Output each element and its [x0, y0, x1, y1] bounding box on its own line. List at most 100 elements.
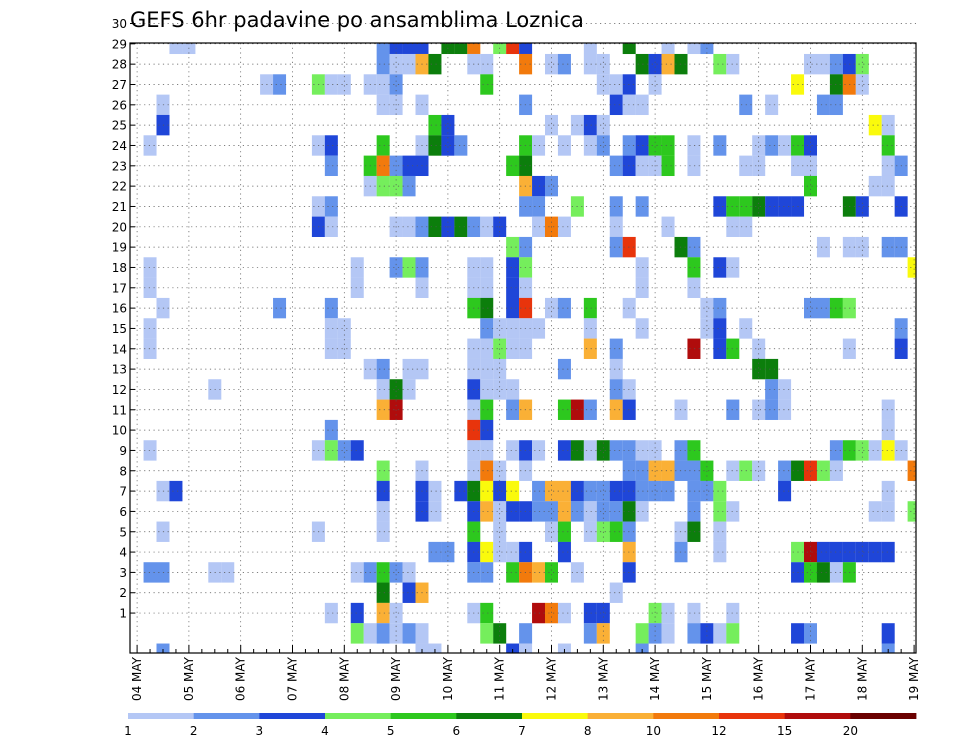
heatmap-cell: [169, 43, 183, 55]
heatmap-cell: [635, 135, 649, 156]
heatmap-cell: [350, 277, 364, 298]
heatmap-cell: [480, 602, 494, 624]
heatmap-cell: [428, 135, 442, 156]
heatmap-cell: [454, 480, 468, 502]
y-tick-label: 24: [112, 139, 127, 153]
heatmap-cell: [532, 196, 546, 217]
heatmap-cell: [713, 318, 727, 339]
heatmap-cell: [337, 318, 351, 339]
heatmap-cell: [661, 155, 675, 177]
heatmap-cell: [557, 440, 571, 461]
y-tick-label: 11: [112, 403, 127, 417]
colorbar-swatch: [653, 713, 720, 719]
heatmap-cell: [765, 379, 779, 400]
y-tick-label: 23: [112, 159, 127, 173]
heatmap-cell: [415, 623, 429, 644]
heatmap-cell: [324, 74, 338, 95]
heatmap-cell: [713, 338, 727, 359]
heatmap-cell: [596, 440, 610, 461]
heatmap-cell: [389, 602, 403, 624]
heatmap-cell: [635, 94, 649, 116]
heatmap-cell: [596, 602, 610, 624]
heatmap-cell: [389, 379, 403, 400]
heatmap-cell: [778, 379, 792, 400]
heatmap-cell: [389, 623, 403, 644]
heatmap-cell: [816, 94, 830, 116]
heatmap-cell: [480, 541, 494, 563]
heatmap-cell: [480, 379, 494, 400]
heatmap-cell: [545, 501, 558, 522]
y-tick-label: 13: [112, 363, 127, 377]
heatmap-cell: [609, 379, 623, 400]
heatmap-cell: [635, 196, 649, 217]
heatmap-cell: [467, 43, 481, 55]
heatmap-cell: [687, 501, 701, 522]
heatmap-cell: [855, 541, 869, 563]
y-tick-label: 2: [119, 586, 127, 600]
heatmap-cell: [687, 338, 701, 359]
heatmap-cell: [376, 53, 390, 75]
heatmap-cell: [804, 135, 817, 156]
x-tick-label: 16 MAY: [752, 656, 766, 701]
heatmap-cell: [596, 501, 610, 522]
colorbar-swatch: [850, 713, 917, 719]
heatmap-cell: [532, 216, 546, 237]
heatmap-cell: [480, 297, 494, 319]
heatmap-cell: [778, 460, 792, 481]
colorbar-label: 3: [256, 724, 264, 738]
heatmap-cell: [506, 440, 520, 461]
heatmap-cell: [609, 155, 623, 177]
heatmap-cell: [687, 257, 701, 278]
heatmap-cell: [557, 602, 571, 624]
heatmap-cell: [480, 257, 494, 278]
heatmap-cell: [324, 318, 338, 339]
heatmap-cell: [583, 521, 597, 542]
heatmap-cell: [428, 541, 442, 563]
chart-title: GEFS 6hr padavine po ansamblima Loznica: [130, 8, 584, 32]
x-tick-label: 18 MAY: [855, 656, 869, 701]
heatmap-cell: [855, 440, 869, 461]
y-tick-label: 15: [112, 322, 127, 336]
heatmap-cell: [700, 297, 714, 319]
heatmap-cell: [804, 53, 817, 75]
heatmap-cell: [868, 440, 882, 461]
heatmap-cell: [583, 318, 597, 339]
heatmap-cell: [596, 623, 610, 644]
heatmap-cell: [454, 135, 468, 156]
heatmap-cell: [532, 318, 546, 339]
heatmap-cells: [143, 43, 916, 653]
heatmap-cell: [480, 358, 494, 380]
heatmap-cell: [428, 216, 442, 237]
y-tick-label: 18: [112, 261, 127, 275]
heatmap-cell: [156, 643, 170, 653]
heatmap-cell: [661, 460, 675, 481]
heatmap-cell: [143, 440, 157, 461]
heatmap-cell: [609, 196, 623, 217]
heatmap-cell: [143, 562, 157, 583]
heatmap-cell: [402, 379, 416, 400]
heatmap-cell: [829, 94, 843, 116]
heatmap-cell: [635, 277, 649, 298]
heatmap-cell: [713, 53, 727, 75]
heatmap-cell: [648, 53, 662, 75]
colorbar-swatch: [719, 713, 786, 719]
heatmap-cell: [324, 196, 338, 217]
colorbar-label: 5: [387, 724, 395, 738]
heatmap-cell: [661, 602, 675, 624]
heatmap-cell: [493, 379, 507, 400]
y-tick-label: 20: [112, 220, 127, 234]
heatmap-cell: [816, 541, 830, 563]
y-tick-label: 16: [112, 302, 127, 316]
heatmap-cell: [506, 155, 520, 177]
heatmap-cell: [609, 74, 623, 95]
heatmap-cell: [493, 623, 507, 644]
heatmap-cell: [816, 236, 830, 258]
heatmap-cell: [337, 74, 351, 95]
heatmap-cell: [648, 74, 662, 95]
heatmap-cell: [324, 440, 338, 461]
heatmap-cell: [609, 338, 623, 359]
heatmap-cell: [532, 501, 546, 522]
heatmap-cell: [557, 521, 571, 542]
x-tick-label: 10 MAY: [441, 656, 455, 701]
heatmap-cell: [545, 521, 558, 542]
